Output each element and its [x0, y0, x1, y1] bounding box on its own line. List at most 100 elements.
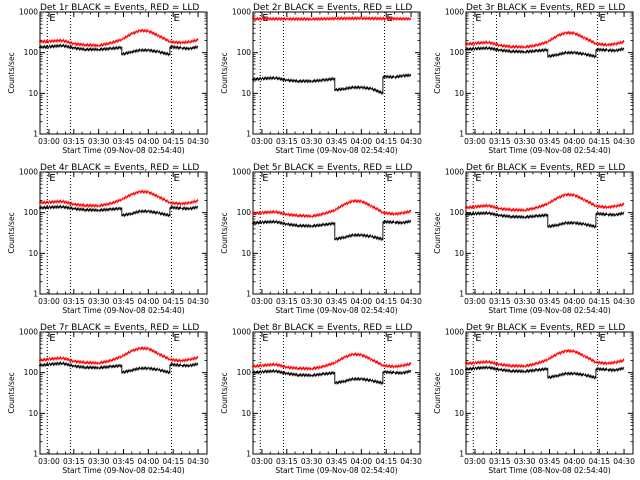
x-axis-label: Start Time (09-Nov-08 02:54:40)	[488, 306, 610, 315]
x-tick-label: 03:15	[276, 297, 298, 306]
panel-det-2: Det 2r BLACK = Events, RED = LLD 1 10 100 10…	[220, 3, 422, 155]
x-tick-label: 03:00	[38, 297, 60, 306]
panel-title: Det 8r BLACK = Events, RED = LLD	[253, 323, 412, 333]
event-marker-label: E	[262, 173, 268, 184]
x-tick-label: 03:00	[38, 457, 60, 466]
y-tick-label: 1	[246, 290, 251, 299]
series-line-events	[38, 43, 199, 57]
x-tick-label: 03:00	[464, 297, 486, 306]
x-tick-label: 04:15	[375, 137, 397, 146]
series-line-events	[252, 72, 412, 96]
event-marker-label: E	[600, 333, 606, 344]
x-tick-label: 03:15	[276, 457, 298, 466]
x-tick-label: 04:30	[613, 297, 635, 306]
x-tick-label: 03:30	[514, 457, 536, 466]
x-tick-label: 03:30	[514, 137, 536, 146]
panel-det-4: Det 4r BLACK = Events, RED = LLD 1 10 100 10…	[7, 163, 209, 315]
x-axis-label: Start Time (09-Nov-08 02:54:40)	[62, 466, 184, 475]
x-tick-label: 04:30	[400, 457, 422, 466]
panel-det-5: Det 5r BLACK = Events, RED = LLD 1 10 100 10…	[220, 163, 422, 315]
y-tick-label: 1000	[232, 168, 251, 177]
event-marker-label: E	[475, 173, 481, 184]
x-tick-label: 04:00	[138, 297, 160, 306]
y-tick-label: 100	[24, 48, 39, 57]
x-tick-label: 04:15	[375, 297, 397, 306]
x-tick-label: 04:30	[613, 457, 635, 466]
y-tick-label: 100	[450, 368, 465, 377]
x-tick-label: 03:30	[301, 297, 323, 306]
plot-frame	[465, 171, 634, 295]
event-marker-label: E	[174, 173, 180, 184]
event-marker-label: E	[174, 13, 180, 24]
series-line-lld	[252, 351, 412, 372]
y-tick-label: 100	[237, 368, 252, 377]
x-tick-label: 03:15	[63, 137, 85, 146]
panel-det-6: Det 6r BLACK = Events, RED = LLD 1 10 100 10…	[433, 163, 635, 315]
y-tick-label: 1	[33, 130, 38, 139]
y-tick-label: 10	[454, 409, 464, 418]
x-tick-label: 03:45	[326, 137, 348, 146]
event-marker-label: E	[387, 173, 393, 184]
x-axis-label: Start Time (09-Nov-08 02:54:40)	[62, 146, 184, 155]
panel-det-7: Det 7r BLACK = Events, RED = LLD 1 10 100 10…	[7, 323, 209, 475]
panel-det-1: Det 1r BLACK = Events, RED = LLD 1 10 100 10…	[7, 3, 209, 155]
series-line-events	[39, 204, 199, 218]
plot-frame	[39, 331, 208, 455]
event-marker-label: E	[49, 173, 55, 184]
x-tick-label: 03:45	[326, 457, 348, 466]
y-axis-label: Counts/sec	[220, 52, 229, 93]
y-tick-label: 1	[33, 290, 38, 299]
series-line-lld	[464, 30, 625, 50]
x-tick-label: 03:15	[63, 297, 85, 306]
x-tick-label: 03:00	[251, 137, 273, 146]
plot-frame	[39, 171, 208, 295]
event-marker-label: E	[600, 173, 606, 184]
x-tick-label: 04:15	[162, 457, 184, 466]
x-tick-label: 04:30	[400, 297, 422, 306]
y-tick-label: 100	[24, 208, 39, 217]
series-line-events	[251, 368, 412, 386]
x-tick-label: 04:00	[138, 137, 160, 146]
panel-title: Det 6r BLACK = Events, RED = LLD	[466, 163, 625, 173]
x-tick-label: 04:00	[351, 137, 373, 146]
x-tick-label: 03:45	[539, 457, 561, 466]
x-tick-label: 04:00	[564, 137, 586, 146]
y-tick-label: 1	[246, 130, 251, 139]
y-tick-label: 1000	[19, 328, 38, 337]
x-tick-label: 04:15	[588, 457, 610, 466]
plot-frame	[252, 331, 421, 455]
x-tick-label: 04:00	[564, 297, 586, 306]
series-line-events	[252, 219, 412, 242]
panel-title: Det 9r BLACK = Events, RED = LLD	[466, 323, 625, 333]
plot-frame	[465, 331, 634, 455]
x-axis-label: Start Time (09-Nov-08 02:54:40)	[488, 146, 610, 155]
plot-frame	[252, 11, 421, 135]
event-marker-label: E	[475, 13, 481, 24]
y-tick-label: 10	[241, 249, 251, 258]
event-marker-label: E	[475, 333, 481, 344]
x-tick-label: 03:45	[113, 297, 135, 306]
x-tick-label: 03:30	[301, 137, 323, 146]
y-tick-label: 1000	[19, 8, 38, 17]
y-tick-label: 10	[241, 409, 251, 418]
x-tick-label: 03:30	[514, 297, 536, 306]
event-marker-label: E	[49, 13, 55, 24]
y-tick-label: 10	[454, 249, 464, 258]
x-tick-label: 03:15	[489, 457, 511, 466]
x-tick-label: 03:45	[539, 297, 561, 306]
x-tick-label: 04:15	[162, 297, 184, 306]
x-tick-label: 04:00	[564, 457, 586, 466]
x-axis-label: Start Time (09-Nov-08 02:54:40)	[62, 306, 184, 315]
x-tick-label: 04:00	[351, 457, 373, 466]
y-tick-label: 100	[237, 48, 252, 57]
y-tick-label: 1	[459, 290, 464, 299]
x-tick-label: 04:30	[400, 137, 422, 146]
y-tick-label: 1000	[232, 8, 251, 17]
y-axis-label: Counts/sec	[7, 372, 16, 413]
x-tick-label: 03:30	[88, 137, 110, 146]
y-tick-label: 10	[28, 409, 38, 418]
series-line-events	[465, 45, 625, 59]
x-tick-label: 03:15	[489, 297, 511, 306]
x-tick-label: 03:00	[464, 457, 486, 466]
